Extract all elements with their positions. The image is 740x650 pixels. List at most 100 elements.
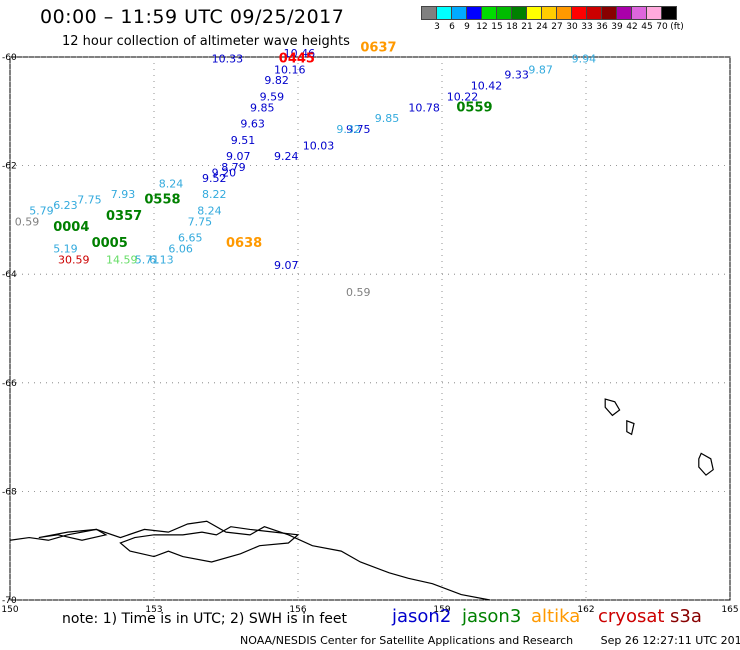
swh-observation: 6.06 [168, 242, 193, 255]
swh-observation: 9.07 [274, 259, 299, 272]
legend-label: 9 [464, 22, 470, 32]
pass-time-label: 0445 [279, 51, 315, 66]
island-outline [604, 398, 621, 417]
swh-observation: 9.85 [375, 112, 400, 125]
legend-label: 18 [506, 22, 518, 32]
swh-observation: 10.42 [471, 80, 503, 93]
legend-label: 36 [596, 22, 608, 32]
longitude-label: 153 [145, 605, 162, 615]
legend-label: 15 [491, 22, 503, 32]
swh-observation: 10.22 [447, 90, 479, 103]
pass-time-label: 0558 [144, 193, 180, 208]
swh-observation: 8.24 [159, 177, 184, 190]
latitude-label: -68 [2, 487, 17, 497]
satellite-legend-altika: altika [531, 606, 581, 627]
legend-label: 39 [611, 22, 623, 32]
swh-observation: 0.59 [346, 286, 371, 299]
swh-observation: 8.22 [202, 188, 227, 201]
swh-observation: 14.59 [106, 253, 138, 266]
swh-observation: 10.16 [274, 63, 306, 76]
island-outline [698, 452, 714, 476]
map-note: note: 1) Time is in UTC; 2) SWH is in fe… [62, 611, 348, 627]
legend-swatch [661, 6, 677, 20]
swh-observation: 9.52 [202, 172, 227, 185]
swh-observation: 9.07 [226, 150, 251, 163]
longitude-label: 162 [577, 605, 594, 615]
latitude-label: -62 [2, 162, 17, 172]
swh-observation: 6.65 [178, 232, 203, 245]
swh-observation: 7.75 [77, 194, 102, 207]
legend-label: 42 [626, 22, 638, 32]
footer-credit: NOAA/NESDIS Center for Satellite Applica… [240, 634, 574, 647]
legend-label: 6 [449, 22, 455, 32]
swh-observation: 9.20 [212, 166, 237, 179]
swh-observation: 9.63 [240, 118, 265, 131]
swh-observation: 9.75 [346, 123, 371, 136]
swh-observation: 9.51 [231, 134, 256, 147]
map-title: 00:00 – 11:59 UTC 09/25/2017 [40, 6, 345, 28]
map-frame [9, 56, 731, 601]
swh-observation: 7.93 [111, 188, 136, 201]
legend-label: (ft) [670, 22, 684, 32]
legend-label: 3 [434, 22, 440, 32]
swh-observation: 10.78 [408, 101, 440, 114]
swh-observation: 10.03 [303, 139, 335, 152]
swh-observation: 6.23 [53, 199, 77, 212]
coastline [9, 520, 491, 601]
latitude-label: -66 [2, 379, 17, 389]
pass-time-label: 0559 [456, 100, 492, 115]
swh-observation: 7.75 [188, 215, 213, 228]
pass-time-label: 0357 [106, 209, 142, 224]
color-legend [421, 6, 677, 20]
footer-timestamp: Sep 26 12:27:11 UTC 2017 [600, 634, 740, 647]
legend-label: 30 [566, 22, 578, 32]
satellite-legend-jason2: jason2 [392, 606, 452, 627]
swh-observation: 9.59 [260, 90, 285, 103]
swh-observation: 5.19 [53, 242, 77, 255]
swh-observation: 9.85 [250, 101, 275, 114]
latitude-label: -64 [2, 270, 17, 280]
swh-observation: 0.59 [15, 215, 40, 228]
color-legend-labels: 3 6 9 12 15 18 21 24 27 30 33 36 39 42 45 70 (ft) [422, 22, 722, 34]
satellite-legend-cryosat: cryosat [598, 606, 665, 627]
swh-observation: 6.13 [149, 253, 174, 266]
swh-observation: 10.46 [284, 47, 316, 60]
swh-observation: 8.79 [221, 161, 246, 174]
legend-label: 27 [551, 22, 563, 32]
satellite-legend-s3a: s3a [670, 606, 702, 627]
swh-observation: 10.33 [212, 52, 244, 65]
legend-label: 24 [536, 22, 548, 32]
legend-label: 70 [656, 22, 668, 32]
island-outline [626, 419, 635, 436]
longitude-label: 156 [289, 605, 306, 615]
pass-time-label: 0004 [53, 220, 89, 235]
map-subtitle: 12 hour collection of altimeter wave hei… [62, 34, 350, 49]
swh-observation: 5.71 [135, 253, 160, 266]
pass-time-label: 0638 [226, 236, 262, 251]
footer: NOAA/NESDIS Center for Satellite Applica… [240, 634, 740, 647]
swh-observation: 8.24 [197, 204, 222, 217]
longitude-label: 150 [1, 605, 18, 615]
latitude-label: -70 [2, 596, 17, 606]
latitude-label: -60 [2, 53, 17, 63]
satellite-legend-jason3: jason3 [462, 606, 522, 627]
pass-time-label: 0637 [360, 41, 396, 56]
swh-observation: 9.24 [274, 150, 299, 163]
legend-label: 12 [476, 22, 488, 32]
swh-observation: 9.33 [504, 69, 529, 82]
swh-observation: 9.82 [264, 74, 289, 87]
swh-observation: 9.94 [572, 52, 597, 65]
swh-observation: 9.32 [336, 123, 361, 136]
swh-observation: 30.59 [58, 253, 90, 266]
longitude-label: 165 [721, 605, 738, 615]
legend-label: 21 [521, 22, 533, 32]
ice-shelf-outline [38, 528, 108, 541]
pass-time-label: 0005 [92, 236, 128, 251]
swh-observation: 9.87 [528, 63, 553, 76]
legend-label: 33 [581, 22, 593, 32]
legend-label: 45 [641, 22, 653, 32]
longitude-label: 159 [433, 605, 450, 615]
ice-shelf-outline [119, 526, 300, 563]
swh-observation: 5.79 [29, 204, 54, 217]
